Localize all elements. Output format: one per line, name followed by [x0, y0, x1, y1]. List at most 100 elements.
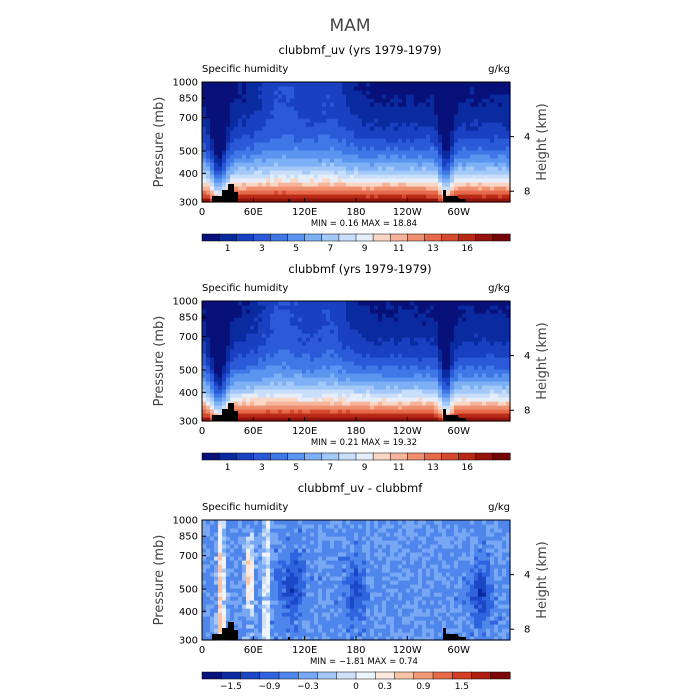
field-cell	[278, 301, 283, 306]
field-cell	[414, 94, 419, 99]
field-cell	[418, 381, 423, 386]
field-cell	[386, 417, 391, 422]
field-cell	[486, 329, 491, 334]
field-cell	[314, 345, 319, 350]
field-cell	[282, 325, 287, 330]
field-cell	[238, 317, 243, 322]
field-cell	[402, 401, 407, 406]
field-cell	[406, 122, 411, 127]
field-cell	[354, 353, 359, 358]
field-cell	[454, 365, 459, 370]
field-cell	[282, 154, 287, 159]
field-cell	[202, 118, 207, 123]
field-cell	[310, 118, 315, 123]
field-cell	[342, 86, 347, 91]
x-tick-label: 60E	[244, 426, 263, 437]
field-cell	[506, 186, 511, 191]
field-cell	[494, 345, 499, 350]
field-cell	[426, 90, 431, 95]
field-cell	[266, 158, 271, 163]
field-cell	[382, 417, 387, 422]
field-cell	[222, 94, 227, 99]
field-cell	[462, 110, 467, 115]
field-cell	[490, 166, 495, 171]
field-cell	[442, 182, 447, 187]
field-cell	[434, 150, 439, 155]
field-cell	[202, 612, 207, 617]
field-cell	[354, 325, 359, 330]
field-cell	[262, 321, 267, 326]
field-cell	[290, 154, 295, 159]
field-cell	[410, 190, 415, 195]
field-cell	[454, 178, 459, 183]
field-cell	[482, 190, 487, 195]
field-cell	[358, 162, 363, 167]
field-cell	[426, 198, 431, 203]
field-cell	[366, 90, 371, 95]
field-cell	[322, 174, 327, 179]
field-cell	[370, 90, 375, 95]
field-cell	[294, 182, 299, 187]
field-cell	[226, 600, 231, 605]
field-cell	[278, 90, 283, 95]
field-cell	[206, 393, 211, 398]
field-cell	[282, 130, 287, 135]
field-cell	[402, 373, 407, 378]
field-cell	[326, 110, 331, 115]
field-cell	[414, 118, 419, 123]
field-cell	[346, 321, 351, 326]
field-cell	[334, 365, 339, 370]
field-cell	[322, 365, 327, 370]
field-cell	[250, 305, 255, 310]
field-cell	[478, 345, 483, 350]
field-cell	[282, 313, 287, 318]
field-cell	[478, 154, 483, 159]
field-cell	[278, 98, 283, 103]
field-cell	[362, 309, 367, 314]
field-cell	[446, 106, 451, 111]
field-cell	[266, 353, 271, 358]
field-cell	[446, 385, 451, 390]
field-cell	[250, 182, 255, 187]
field-cell	[226, 604, 231, 609]
field-cell	[470, 397, 475, 402]
field-cell	[226, 373, 231, 378]
field-cell	[266, 182, 271, 187]
field-cell	[354, 86, 359, 91]
field-cell	[362, 381, 367, 386]
field-cell	[226, 564, 231, 569]
colorbar-label: 16	[461, 244, 473, 254]
field-cell	[294, 333, 299, 338]
field-cell	[342, 341, 347, 346]
field-cell	[210, 628, 215, 633]
colorbar-box	[389, 233, 408, 242]
field-cell	[422, 194, 427, 199]
field-cell	[378, 337, 383, 342]
field-cell	[234, 369, 239, 374]
field-cell	[414, 86, 419, 91]
field-cell	[454, 130, 459, 135]
field-cell	[490, 150, 495, 155]
field-cell	[398, 365, 403, 370]
field-cell	[294, 325, 299, 330]
field-cell	[354, 341, 359, 346]
field-cell	[434, 102, 439, 107]
field-cell	[258, 170, 263, 175]
field-cell	[454, 361, 459, 366]
field-cell	[306, 194, 311, 199]
field-cell	[386, 369, 391, 374]
field-cell	[342, 361, 347, 366]
field-cell	[358, 381, 363, 386]
field-cell	[210, 540, 215, 545]
field-cell	[218, 321, 223, 326]
field-cell	[266, 86, 271, 91]
field-cell	[298, 333, 303, 338]
field-cell	[470, 345, 475, 350]
field-cell	[346, 345, 351, 350]
field-cell	[426, 361, 431, 366]
field-cell	[234, 317, 239, 322]
field-cell	[354, 146, 359, 151]
field-cell	[402, 162, 407, 167]
field-cell	[326, 98, 331, 103]
field-cell	[322, 389, 327, 394]
